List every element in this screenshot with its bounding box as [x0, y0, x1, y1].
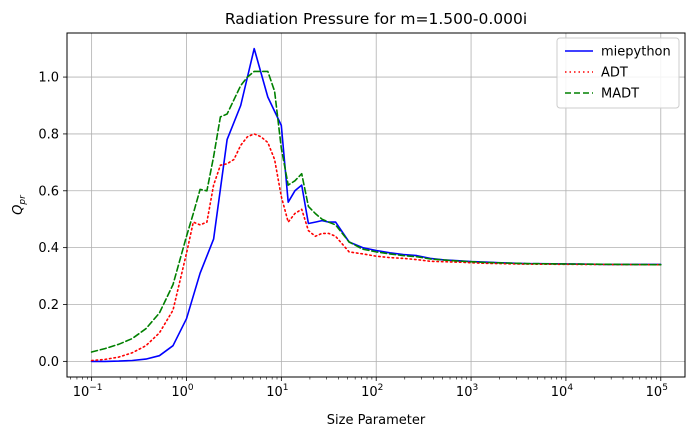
series-line-madt [90, 70, 662, 353]
y-axis-label: Qpr [11, 194, 28, 215]
y-tick-label: 0.6 [38, 184, 59, 199]
legend: miepython ADT MADT [556, 37, 680, 109]
legend-label-madt: MADT [601, 87, 639, 102]
series-line-adt [90, 133, 662, 362]
x-tick-label: 103 [456, 383, 478, 400]
x-tick-label: 102 [361, 383, 383, 400]
y-axis-label-sub: pr [18, 194, 28, 206]
x-axis-label: Size Parameter [327, 413, 426, 428]
legend-box [556, 37, 680, 109]
x-tick-label: 100 [171, 383, 194, 400]
y-tick-label: 0.4 [38, 241, 59, 256]
x-tick-label: 105 [646, 383, 668, 400]
y-tick-label: 0.8 [38, 127, 59, 142]
chart-title: Radiation Pressure for m=1.500-0.000i [225, 10, 527, 28]
legend-label-adt: ADT [601, 66, 628, 81]
y-tick-label: 0.0 [38, 355, 59, 370]
legend-label-miepython: miepython [601, 45, 671, 60]
series-lines [90, 47, 662, 363]
x-tick-label: 10−1 [73, 383, 103, 400]
y-tick-label: 0.2 [38, 298, 59, 313]
axis-ticks: 10−1 100 101 102 103 104 105 0.0 0.2 0.4 0.6 0.8 1.0 [38, 71, 668, 400]
y-tick-label: 1.0 [38, 71, 59, 86]
x-tick-label: 104 [551, 383, 574, 400]
x-tick-label: 101 [266, 383, 288, 400]
y-axis-label-main: Q [11, 205, 26, 215]
